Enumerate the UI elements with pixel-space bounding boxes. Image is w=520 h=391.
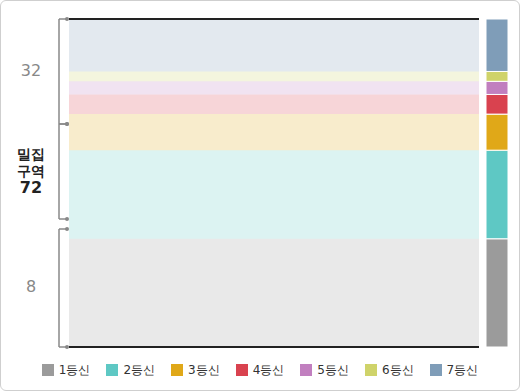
html-text:7등신: 7등신: [446, 362, 479, 377]
html-text:4등신: 4등신: [252, 362, 285, 377]
html-text:5등신: 5등신: [317, 362, 349, 377]
svg-text:구역: 구역: [17, 163, 45, 179]
html-text:3등신: 3등신: [188, 362, 220, 377]
html-text:2등신: 2등신: [123, 362, 155, 377]
html-text:1등신: 1등신: [58, 362, 91, 377]
svg-text:밀집: 밀집: [17, 146, 45, 162]
svg-text:32: 32: [21, 61, 41, 80]
svg-text:8: 8: [26, 277, 36, 296]
html-text:6등신: 6등신: [382, 362, 414, 377]
svg-text:72: 72: [20, 178, 42, 197]
